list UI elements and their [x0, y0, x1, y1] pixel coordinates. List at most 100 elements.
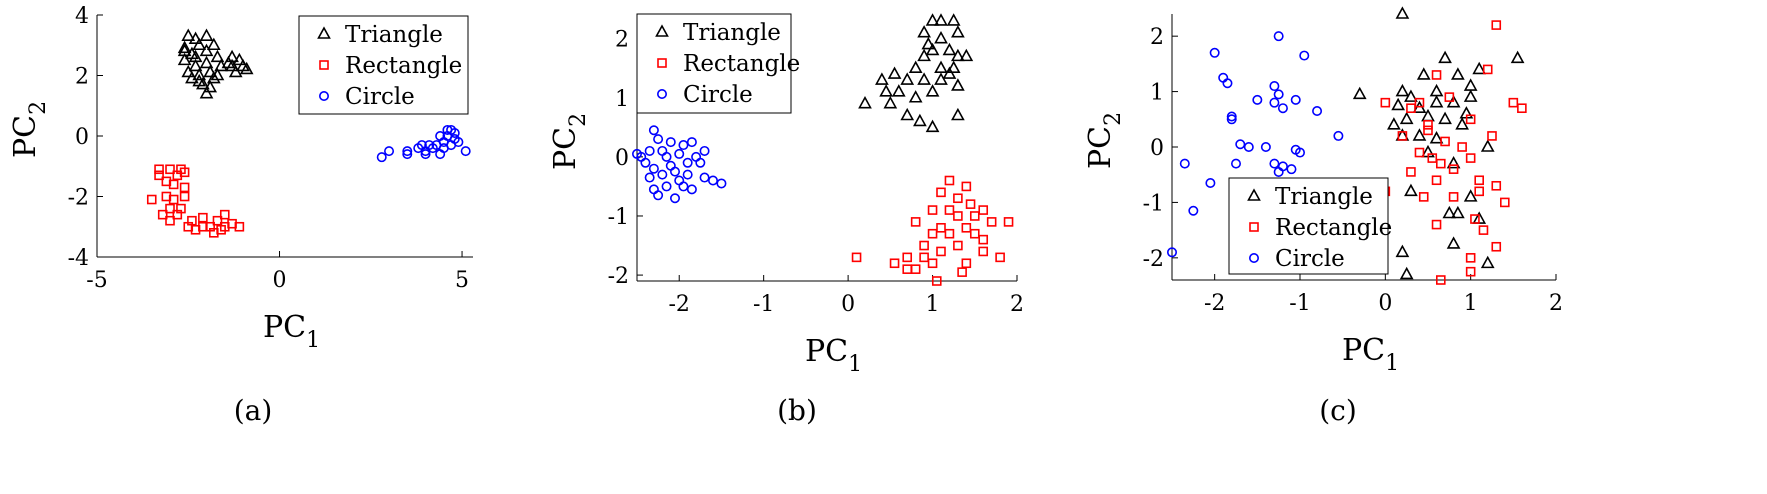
- data-point: [446, 140, 457, 151]
- x-tick-label: 1: [926, 292, 940, 317]
- data-point: [957, 267, 967, 277]
- data-point: [1243, 142, 1254, 153]
- data-point: [198, 212, 208, 223]
- legend: Triangle Rectangle Circle: [1228, 177, 1392, 275]
- x-axis-label: PC1: [805, 334, 862, 377]
- data-point: [657, 145, 668, 156]
- data-point: [177, 40, 192, 54]
- data-point: [1397, 131, 1408, 141]
- data-point: [1465, 153, 1476, 163]
- data-point: [1286, 164, 1297, 175]
- data-point: [1431, 175, 1442, 186]
- panel-c: -2 -1 0 1 2-2-1012PC1PC2TriangleRectangleCir…: [1083, 6, 1563, 427]
- data-point: [900, 72, 915, 85]
- data-point: [181, 28, 196, 41]
- data-point: [234, 221, 245, 232]
- data-point: [1226, 111, 1237, 122]
- data-point: [919, 252, 929, 263]
- y-tick-label: 0: [75, 125, 89, 150]
- data-point: [203, 64, 218, 78]
- data-point: [232, 52, 247, 66]
- y-tick-label: -2: [68, 186, 89, 211]
- data-point: [172, 209, 183, 220]
- data-point: [1273, 89, 1284, 100]
- x-axis-label-main: PC: [1342, 333, 1385, 368]
- data-point: [879, 84, 893, 97]
- data-point: [1431, 219, 1442, 230]
- data-point: [168, 179, 179, 190]
- data-point: [165, 164, 175, 175]
- data-point: [961, 258, 972, 269]
- data-point: [1299, 50, 1310, 61]
- data-point: [192, 37, 207, 51]
- data-point: [910, 217, 921, 227]
- data-point: [944, 228, 955, 239]
- data-point: [1448, 192, 1459, 202]
- data-point: [1438, 50, 1452, 64]
- x-tick-label: 1: [1464, 291, 1478, 316]
- data-point: [199, 43, 214, 57]
- x-tick-label: 2: [1549, 291, 1563, 316]
- series-rectangle: [146, 164, 245, 238]
- data-point: [192, 73, 207, 87]
- y-tick-label: 2: [615, 28, 629, 53]
- y-axis-label: PC2: [1083, 112, 1126, 169]
- data-point: [653, 134, 664, 145]
- data-point: [1487, 131, 1497, 141]
- y-tick-label: -4: [68, 246, 89, 271]
- y-tick-label: 2: [75, 65, 89, 90]
- data-point: [969, 211, 980, 221]
- data-point: [686, 184, 697, 195]
- data-point: [1399, 111, 1414, 125]
- data-point: [1440, 136, 1450, 147]
- data-point: [921, 36, 936, 50]
- data-point: [1277, 103, 1288, 114]
- data-point: [210, 49, 225, 63]
- data-point: [1260, 142, 1271, 153]
- data-point: [1446, 236, 1461, 249]
- legend-marker: [657, 58, 667, 68]
- data-point: [1380, 97, 1391, 108]
- data-point: [934, 30, 948, 44]
- y-axis-label: PC2: [8, 101, 51, 158]
- data-point: [1273, 31, 1284, 42]
- data-point: [951, 107, 965, 121]
- data-point: [1312, 105, 1323, 116]
- x-axis-label-subscript: 1: [1385, 351, 1399, 376]
- data-point: [1399, 266, 1414, 280]
- data-point: [1209, 47, 1220, 58]
- legend: Triangle Rectangle Circle: [636, 13, 800, 114]
- data-point: [1455, 117, 1469, 130]
- data-point: [674, 175, 685, 186]
- data-point: [449, 127, 460, 138]
- y-axis-label-subscript: 2: [1101, 112, 1126, 126]
- data-point: [1404, 183, 1418, 197]
- data-point: [1463, 189, 1478, 202]
- x-tick-label: 2: [1010, 292, 1024, 317]
- data-point: [1395, 244, 1410, 258]
- x-tick-label: 0: [273, 268, 287, 293]
- data-point: [887, 66, 902, 79]
- data-point: [1465, 266, 1476, 277]
- data-point: [1406, 167, 1416, 177]
- series-circle: [631, 125, 727, 204]
- data-point: [188, 49, 203, 63]
- data-point: [203, 79, 218, 93]
- data-point: [1423, 120, 1433, 130]
- x-tick-label: -1: [1289, 291, 1310, 316]
- data-point: [1470, 214, 1480, 224]
- data-point: [936, 246, 946, 257]
- series-rectangle: [851, 175, 1014, 286]
- series-triangle: [177, 28, 254, 99]
- data-point: [942, 42, 957, 56]
- data-point: [631, 148, 642, 159]
- data-point: [1252, 94, 1263, 105]
- legend-label: Rectangle: [1275, 215, 1392, 241]
- y-tick-label: 0: [615, 146, 629, 171]
- data-point: [648, 184, 659, 195]
- data-point: [1427, 153, 1438, 163]
- data-point: [944, 205, 955, 215]
- data-point: [402, 146, 413, 157]
- data-point: [927, 258, 938, 269]
- data-point: [902, 264, 913, 274]
